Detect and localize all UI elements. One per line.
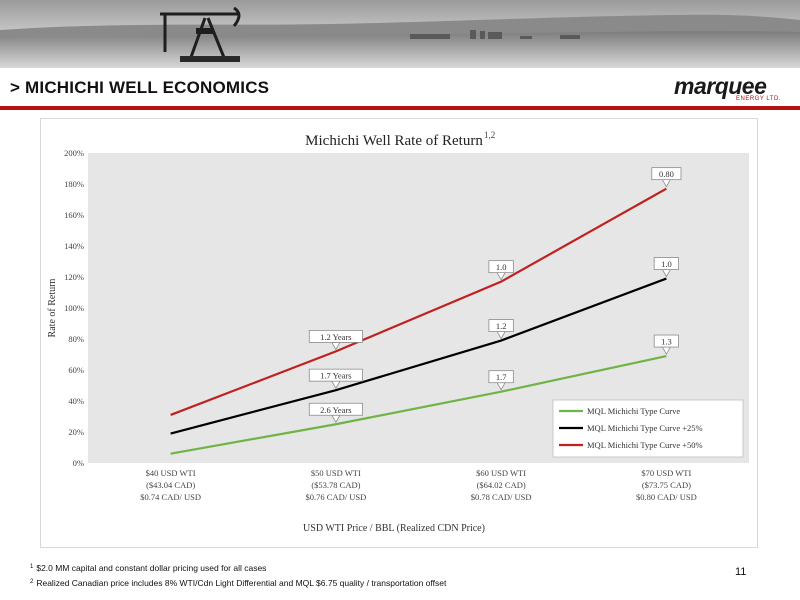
data-label-box — [653, 334, 679, 348]
footnote-2: 2 Realized Canadian price includes 8% WTI… — [30, 578, 447, 588]
y-tick-label: 0% — [73, 458, 84, 468]
series-line-2 — [170, 277, 667, 435]
y-tick-label: 100% — [64, 303, 84, 313]
data-label-box — [488, 319, 514, 332]
data-label: 1.2 — [496, 321, 507, 331]
chart-container: Michichi Well Rate of Return 1,2 0% 20% 40% 6… — [40, 118, 758, 548]
x-tick-label: ($64.02 CAD) — [477, 480, 526, 490]
data-label: 1.7 Years — [320, 371, 351, 381]
data-label-box — [651, 167, 682, 181]
x-tick-label: $0.76 CAD/ USD — [306, 492, 367, 502]
y-tick-label: 160% — [64, 210, 84, 220]
title-divider — [0, 106, 800, 110]
data-label: 1.7 — [496, 372, 507, 382]
legend-label-1: MQL Michichi Type Curve — [587, 406, 680, 416]
footnote-2-text: Realized Canadian price includes 8% WTI/… — [36, 578, 447, 588]
y-tick-label: 140% — [64, 241, 84, 251]
data-label: 0.80 — [659, 169, 674, 179]
series-line-3 — [170, 187, 667, 416]
x-tick-label: ($53.78 CAD) — [311, 480, 360, 490]
data-label-box — [308, 402, 363, 416]
footnote-1: 1 $2.0 MM capital and constant dollar pri… — [30, 563, 267, 573]
series-line-1 — [170, 354, 667, 455]
x-tick-label: $40 USD WTI — [146, 468, 196, 478]
logo-subtitle: ENERGY LTD. — [736, 96, 781, 102]
data-label: 1.3 — [661, 337, 672, 347]
oilfield-banner-image — [0, 0, 800, 68]
legend-label-3: MQL Michichi Type Curve +50% — [587, 440, 703, 450]
data-label: 1.2 Years — [320, 332, 351, 342]
data-label: 1.0 — [496, 262, 507, 272]
y-tick-label: 80% — [68, 334, 84, 344]
chart-title-superscript: 1,2 — [484, 130, 495, 140]
x-tick-label: ($73.75 CAD) — [642, 480, 691, 490]
legend-label-2: MQL Michichi Type Curve +25% — [587, 423, 703, 433]
x-tick-label: $60 USD WTI — [476, 468, 526, 478]
x-tick-label: $0.78 CAD/ USD — [471, 492, 532, 502]
y-tick-label: 40% — [68, 396, 84, 406]
data-label-box — [488, 370, 514, 384]
page-number: 11 — [735, 566, 747, 578]
x-tick-label: $50 USD WTI — [311, 468, 361, 478]
data-label-box — [488, 260, 514, 274]
footnote-1-text: $2.0 MM capital and constant dollar pric… — [36, 563, 267, 573]
data-label: 1.0 — [661, 259, 672, 269]
chart-title: Michichi Well Rate of Return — [305, 133, 483, 149]
legend-box — [552, 399, 744, 458]
y-tick-label: 180% — [64, 179, 84, 189]
slide-title: > MICHICHI WELL ECONOMICS — [10, 78, 270, 97]
data-label-box — [308, 329, 363, 343]
data-label-box — [653, 257, 679, 270]
x-axis-label: USD WTI Price / BBL (Realized CDN Price) — [303, 523, 485, 534]
y-tick-label: 20% — [68, 427, 84, 437]
x-tick-label: $0.74 CAD/ USD — [140, 492, 201, 502]
data-label-box — [308, 368, 363, 382]
rate-of-return-chart: Michichi Well Rate of Return 1,2 0% 20% 40% 6… — [47, 130, 749, 534]
y-tick-label: 60% — [68, 365, 84, 375]
marquee-logo: marquee ENERGY LTD. — [666, 73, 794, 103]
logo-wordmark: marquee — [674, 73, 767, 99]
slide-title-bar: > MICHICHI WELL ECONOMICS — [0, 68, 800, 110]
x-tick-label: $70 USD WTI — [641, 468, 691, 478]
footnotes: 1 $2.0 MM capital and constant dollar pri… — [30, 560, 446, 590]
x-tick-label: $0.80 CAD/ USD — [636, 492, 697, 502]
y-tick-label: 200% — [64, 148, 84, 158]
data-label: 2.6 Years — [320, 405, 351, 415]
y-axis-label: Rate of Return — [47, 279, 58, 338]
x-tick-label: ($43.04 CAD) — [146, 480, 195, 490]
y-tick-label: 120% — [64, 272, 84, 282]
